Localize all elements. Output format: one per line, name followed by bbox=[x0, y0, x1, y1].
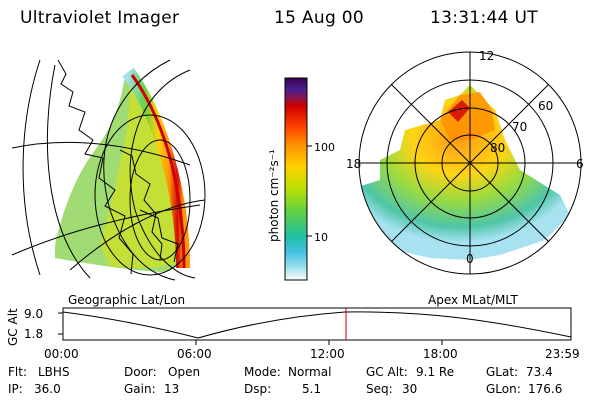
instrument-title: Ultraviolet Imager bbox=[20, 8, 180, 28]
gain-value: 13 bbox=[164, 382, 180, 396]
seq-key: Seq: bbox=[366, 382, 393, 396]
altitude-y-tick-label: 9.0 bbox=[24, 307, 43, 321]
polar-bright-region bbox=[440, 92, 495, 140]
filter-key: Flt: bbox=[8, 365, 27, 379]
apex-panel-label: Apex MLat/MLT bbox=[428, 293, 518, 307]
colorbar-tick-label: 100 bbox=[314, 141, 335, 154]
dsp-key: Dsp: bbox=[244, 382, 272, 396]
mlt-label-18: 18 bbox=[346, 157, 361, 171]
date-label: 15 Aug 00 bbox=[274, 8, 364, 28]
polar-plot: 12 18 6 0 60 70 80 bbox=[346, 49, 584, 275]
dsp-value: 5.1 bbox=[302, 382, 322, 396]
glat-value: 73.4 bbox=[526, 365, 553, 379]
mlt-label-0: 0 bbox=[466, 252, 474, 266]
door-value: Open bbox=[168, 365, 201, 379]
glon-key: GLon: bbox=[486, 382, 521, 396]
ip-value: 36.0 bbox=[34, 382, 61, 396]
gain-key: Gain: bbox=[124, 382, 156, 396]
coastline bbox=[139, 209, 179, 263]
coastline bbox=[119, 149, 163, 261]
time-tick-label: 00:00 bbox=[44, 347, 79, 361]
oval-mid-emission bbox=[100, 72, 180, 269]
mlat-label-70: 70 bbox=[512, 120, 527, 134]
altitude-curve bbox=[62, 311, 572, 339]
glat-key: GLat: bbox=[486, 365, 519, 379]
door-key: Door: bbox=[124, 365, 157, 379]
altitude-plot-frame bbox=[62, 307, 572, 341]
time-tick-label: 23:59 bbox=[545, 347, 580, 361]
polar-emission bbox=[359, 85, 570, 260]
filter-value: LBHS bbox=[38, 365, 70, 379]
colorbar-gradient bbox=[284, 77, 308, 281]
time-tick-label: 06:00 bbox=[177, 347, 212, 361]
polar-peak-region bbox=[448, 100, 470, 122]
glon-value: 176.6 bbox=[528, 382, 563, 396]
altitude-axis-label: GC Alt bbox=[6, 308, 20, 346]
colorbar-unit-label: photon cm⁻²s⁻¹ bbox=[267, 149, 281, 242]
seq-value: 30 bbox=[402, 382, 418, 396]
mlat-label-60: 60 bbox=[538, 99, 553, 113]
geographic-panel-label: Geographic Lat/Lon bbox=[68, 293, 186, 307]
mode-value: Normal bbox=[288, 365, 332, 379]
colorbar-tick-label: 10 bbox=[314, 231, 328, 244]
polar-meridian bbox=[391, 84, 549, 242]
lat-lon-grid bbox=[11, 59, 206, 281]
time-label: 13:31:44 UT bbox=[430, 8, 538, 28]
time-tick-label: 12:00 bbox=[310, 347, 345, 361]
geographic-image bbox=[11, 59, 206, 281]
time-tick-label: 18:00 bbox=[423, 347, 458, 361]
gc-alt-value: 9.1 Re bbox=[416, 365, 455, 379]
mode-key: Mode: bbox=[244, 365, 281, 379]
ip-key: IP: bbox=[8, 382, 23, 396]
coastline bbox=[57, 59, 134, 275]
gc-alt-key: GC Alt: bbox=[366, 365, 408, 379]
mlt-label-6: 6 bbox=[576, 157, 584, 171]
altitude-plot: GC Alt 9.0 1.8 00:00 06:00 12:00 18:00 2… bbox=[6, 307, 580, 361]
mlat-label-80: 80 bbox=[490, 141, 505, 155]
mlt-label-12: 12 bbox=[479, 49, 494, 63]
altitude-y-tick-label: 1.8 bbox=[24, 327, 43, 341]
